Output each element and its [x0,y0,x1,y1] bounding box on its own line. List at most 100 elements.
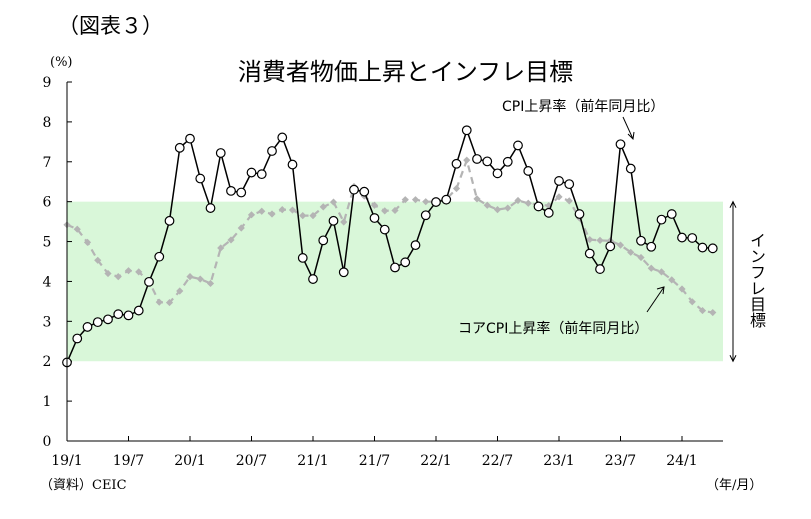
x-tick-label-10: 24/1 [666,453,697,469]
core-cpi-point-44 [514,196,522,205]
cpi-point-58 [656,214,667,225]
core-cpi-point-32 [391,206,399,215]
cpi-point-59 [666,209,677,219]
cpi-label-arrowhead [627,131,635,141]
core-cpi-point-34 [411,196,420,204]
x-tick-label-8: 23/1 [543,453,574,469]
y-tick-label-7: 7 [43,155,52,171]
source-label: （資料）CEIC [40,478,127,493]
y-tick-label-6: 6 [43,195,52,211]
y-tick-label-1: 1 [43,394,52,410]
cpi-point-20 [267,146,277,156]
x-ticks: 19/1 19/7 20/1 20/7 21/1 21/7 22/1 22/7 23/1 23/7… [51,436,698,469]
cpi-point-26 [328,215,339,226]
cpi-point-54 [615,139,626,150]
cpi-point-10 [164,215,175,226]
y-tick-label-0: 0 [43,434,52,450]
core-cpi-point-9 [155,298,163,306]
core-cpi-point-48 [555,193,563,201]
y-axis-unit: (%) [50,55,73,70]
core-cpi-point-39 [463,156,471,164]
x-tick-label-0: 19/1 [51,453,82,469]
cpi-point-21 [277,132,288,143]
cpi-point-53 [605,241,616,252]
cpi-point-24 [308,274,318,284]
core-cpi-point-51 [586,235,594,244]
core-cpi-point-19 [258,207,266,215]
cpi-series-label: CPI上昇率（前年同月比） [502,98,664,115]
cpi-point-1 [72,333,83,344]
core-cpi-point-14 [206,279,215,288]
core-cpi-point-10 [165,298,174,307]
cpi-point-23 [297,253,308,263]
core-cpi-point-18 [247,211,256,219]
cpi-line [66,127,713,363]
cpi-point-27 [338,267,349,278]
core-cpi-point-24 [309,212,317,220]
cpi-point-52 [595,264,605,274]
cpi-point-34 [410,240,421,251]
core-cpi-point-25 [319,203,327,211]
cpi-point-19 [256,169,267,180]
core-cpi-point-61 [688,298,696,306]
cpi-point-25 [318,235,329,246]
figure-label: （図表３） [58,14,163,38]
x-axis-unit: （年/月） [706,478,763,493]
cpi-point-7 [133,305,144,316]
cpi-point-30 [369,213,380,223]
core-label-arrow [646,286,665,313]
cpi-point-16 [226,185,236,196]
target-band-bracket [729,200,737,363]
y-tick-label-4: 4 [43,274,52,290]
x-tick-label-3: 20/7 [236,453,267,469]
cpi-point-57 [646,241,657,252]
core-cpi-point-55 [627,248,635,256]
cpi-point-60 [677,232,687,243]
y-ticks: 0 1 2 3 4 5 6 7 8 9 [43,75,72,450]
core-cpi-point-41 [483,201,491,209]
cpi-point-37 [441,194,452,205]
cpi-point-55 [625,163,636,174]
cpi-point-33 [400,257,411,268]
core-cpi-point-52 [596,236,604,244]
core-cpi-point-21 [278,206,286,214]
target-band-label: インフレ目標 [747,232,766,328]
core-cpi-point-30 [370,201,379,209]
core-label-arrowhead [656,286,665,295]
core-cpi-point-57 [647,264,655,272]
core-cpi-point-35 [422,198,430,206]
cpi-point-39 [461,125,472,136]
core-cpi-point-45 [524,199,532,207]
cpi-point-43 [502,156,513,167]
cpi-point-14 [205,203,216,213]
core-cpi-point-12 [186,273,194,281]
cpi-point-22 [287,159,298,170]
cpi-markers [62,125,718,368]
core-cpi-point-3 [94,256,102,264]
cpi-point-32 [390,262,400,273]
cpi-point-38 [451,158,462,169]
chart-title: 消費者物価上昇とインフレ目標 [237,58,574,86]
core-cpi-point-59 [668,276,676,284]
core-cpi-point-60 [678,285,686,293]
x-tick-label-9: 23/7 [605,453,636,469]
core-cpi-point-31 [381,207,389,215]
core-cpi-point-23 [299,212,307,220]
core-cpi-point-20 [268,210,276,218]
core-cpi-point-63 [709,308,717,317]
cpi-point-40 [472,154,482,164]
core-cpi-line [66,156,714,314]
cpi-point-5 [113,309,124,320]
core-cpi-point-56 [637,253,645,262]
y-tick-label-9: 9 [43,75,52,91]
core-cpi-point-38 [452,184,461,193]
core-cpi-point-49 [565,197,573,205]
cpi-point-41 [482,156,493,167]
y-tick-label-8: 8 [43,115,52,131]
cpi-point-46 [533,201,544,212]
core-cpi-point-26 [329,198,338,206]
cpi-point-50 [574,209,585,219]
cpi-point-45 [523,166,534,176]
core-cpi-point-54 [616,241,625,249]
cpi-point-13 [195,173,206,184]
